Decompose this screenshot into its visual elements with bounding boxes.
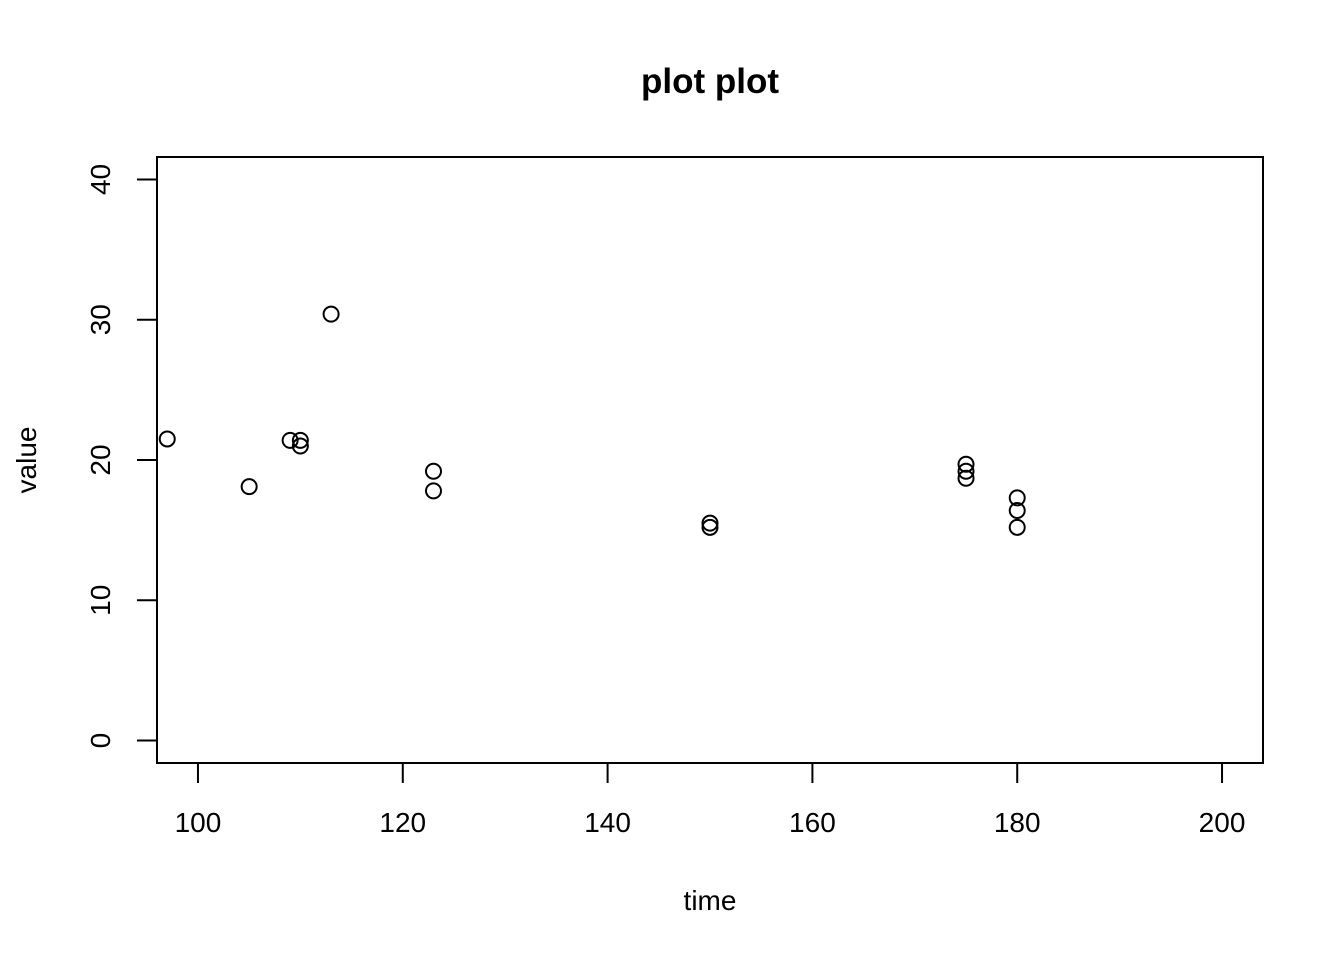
data-point <box>701 518 719 536</box>
data-point <box>425 462 442 480</box>
x-axis-label: time <box>684 885 737 916</box>
x-tick-label: 200 <box>1199 807 1246 838</box>
data-point <box>957 469 975 487</box>
data-point <box>957 462 975 480</box>
data-point <box>158 430 176 448</box>
x-tick-label: 180 <box>994 807 1041 838</box>
data-point <box>1008 489 1026 507</box>
data-point <box>1008 518 1026 536</box>
y-tick-label: 10 <box>85 585 116 616</box>
x-tick-label: 160 <box>789 807 836 838</box>
chart-title: plot plot <box>641 62 779 101</box>
y-tick-label: 20 <box>85 444 116 475</box>
data-point <box>291 437 309 455</box>
data-point <box>701 514 719 532</box>
x-axis: 100 120 140 160 180 200 <box>175 762 1246 838</box>
y-tick-label: 30 <box>85 304 116 335</box>
y-tick-label: 0 <box>85 733 116 749</box>
data-point <box>291 431 309 449</box>
data-point <box>322 305 340 323</box>
y-axis: 0 10 20 30 40 <box>85 164 158 749</box>
data-point <box>1008 502 1026 519</box>
y-axis-label: value <box>11 427 42 494</box>
plot-frame <box>156 156 1264 764</box>
data-points <box>158 305 1026 536</box>
data-point <box>240 478 258 496</box>
y-tick-label: 40 <box>85 164 116 195</box>
x-tick-label: 100 <box>175 807 222 838</box>
data-point <box>281 431 299 449</box>
data-point <box>425 482 442 500</box>
x-tick-label: 120 <box>379 807 426 838</box>
x-tick-label: 140 <box>584 807 631 838</box>
